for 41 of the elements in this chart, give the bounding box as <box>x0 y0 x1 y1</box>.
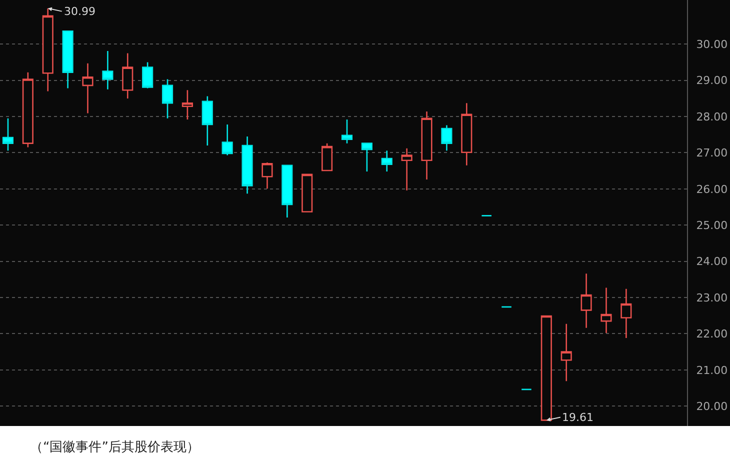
candlestick <box>421 110 432 180</box>
y-tick-label: 23.00 <box>696 291 728 304</box>
y-tick-label: 26.00 <box>696 182 728 196</box>
candlestick <box>142 62 154 89</box>
y-tick-label: 20.00 <box>696 400 728 413</box>
candlestick <box>162 78 174 119</box>
y-tick-label: 27.00 <box>696 146 728 160</box>
candlestick <box>401 148 412 192</box>
y-tick-label: 30.00 <box>696 38 728 52</box>
candlestick <box>2 118 14 152</box>
candlestick <box>361 142 372 172</box>
candlestick <box>62 30 74 89</box>
candlestick <box>242 136 253 194</box>
candlestick <box>341 118 353 144</box>
candlestick <box>82 62 94 114</box>
candlestick <box>202 96 213 146</box>
candlestick <box>22 72 34 148</box>
candlestick <box>600 287 612 334</box>
annotation: 19.61 <box>562 411 594 424</box>
candlestick <box>381 150 392 172</box>
candlestick <box>122 52 134 100</box>
candlestick <box>322 142 333 172</box>
candlestick <box>461 102 472 166</box>
candlestick <box>580 272 592 329</box>
text: （“国徽事件”后其股价表现） <box>30 440 200 455</box>
candlestick <box>441 124 452 152</box>
y-tick-label: 25.00 <box>696 218 728 232</box>
annotation: 30.99 <box>64 5 96 18</box>
candlestick <box>262 162 273 190</box>
y-tick-label: 22.00 <box>696 328 728 341</box>
y-tick-label: 29.00 <box>696 74 728 88</box>
y-tick-label: 24.00 <box>696 255 728 268</box>
candlestick <box>302 174 313 212</box>
y-tick-label: 21.00 <box>696 364 728 377</box>
y-tick-label: 28.00 <box>696 110 728 124</box>
candlestick <box>560 323 572 382</box>
candlestick <box>182 89 193 120</box>
candlestick <box>222 124 233 156</box>
candlestick <box>282 164 293 218</box>
candlestick <box>620 288 632 339</box>
candlestick <box>102 50 114 90</box>
